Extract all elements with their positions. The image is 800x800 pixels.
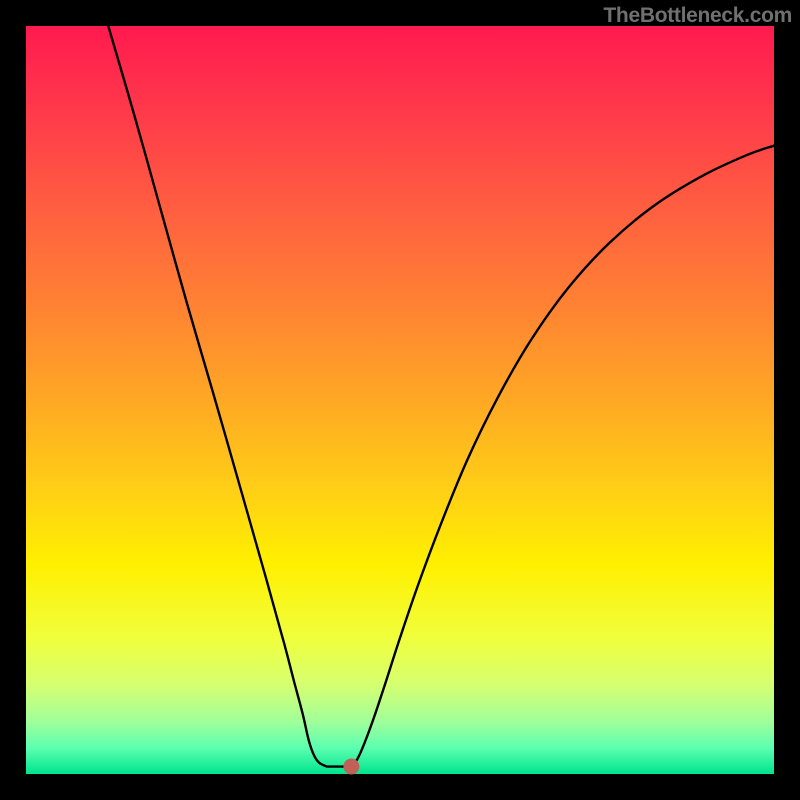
bottleneck-chart [0, 0, 800, 800]
plot-area [26, 26, 774, 774]
chart-frame [0, 0, 800, 800]
minimum-marker [343, 759, 359, 775]
watermark-text: TheBottleneck.com [603, 4, 792, 28]
